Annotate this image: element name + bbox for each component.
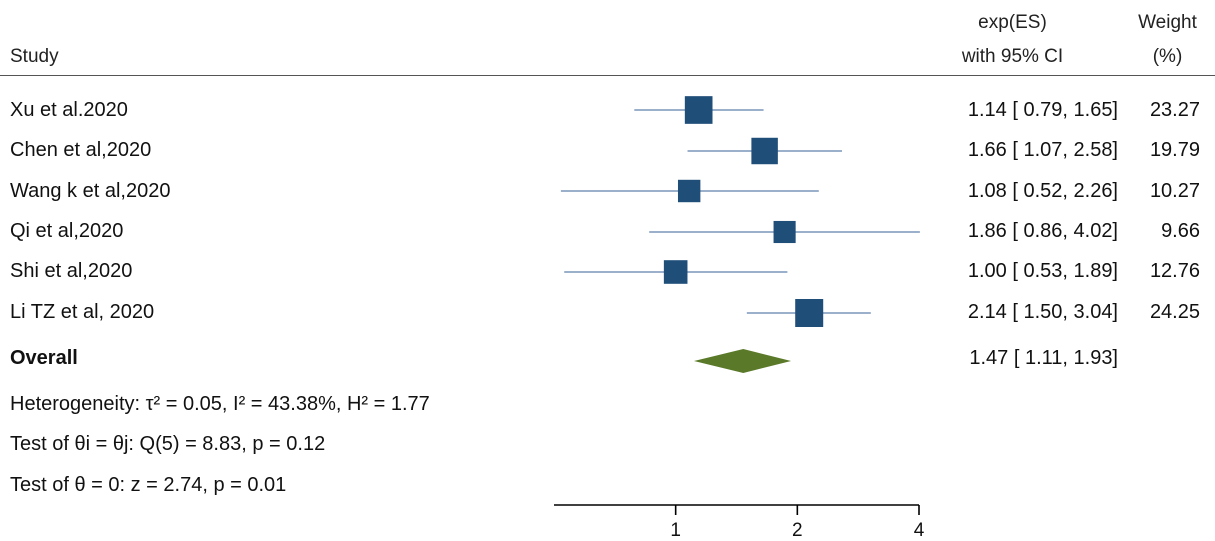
- x-tick-label: 2: [792, 520, 803, 541]
- study-column-header: Study: [10, 46, 59, 67]
- study-ci-text: 2.14 [ 1.50, 3.04]: [967, 301, 1118, 323]
- weight-column-header-line2: (%): [1152, 46, 1183, 67]
- study-weight: 19.79: [1149, 139, 1200, 161]
- study-weight: 12.76: [1149, 260, 1200, 282]
- overall-ci-text: 1.47 [ 1.11, 1.93]: [969, 347, 1118, 369]
- overall-label: Overall: [10, 347, 78, 369]
- study-ci-text: 1.08 [ 0.52, 2.26]: [967, 180, 1118, 202]
- study-label: Shi et al,2020: [10, 260, 133, 282]
- study-weight: 23.27: [1149, 99, 1200, 121]
- study-ci-text: 1.00 [ 0.53, 1.89]: [967, 260, 1118, 282]
- x-tick-label: 4: [914, 520, 925, 541]
- heterogeneity-note: Heterogeneity: τ² = 0.05, I² = 43.38%, H…: [10, 393, 430, 415]
- study-label: Wang k et al,2020: [10, 180, 171, 202]
- overall-diamond: [693, 349, 792, 373]
- estimate-box: [684, 96, 713, 124]
- study-label: Xu et al.2020: [10, 99, 128, 121]
- study-label: Qi et al,2020: [10, 220, 124, 242]
- effect-column-header-line1: exp(ES): [978, 12, 1047, 33]
- header-divider: [0, 75, 1215, 76]
- study-ci-text: 1.86 [ 0.86, 4.02]: [967, 220, 1118, 242]
- estimate-box: [773, 220, 796, 244]
- effect-column-header-line2: with 95% CI: [961, 46, 1064, 67]
- estimate-box: [751, 137, 778, 165]
- study-weight: 10.27: [1149, 180, 1200, 202]
- study-ci-text: 1.14 [ 0.79, 1.65]: [967, 99, 1118, 121]
- x-tick-label: 1: [670, 520, 681, 541]
- study-weight: 9.66: [1161, 220, 1200, 242]
- study-label: Chen et al,2020: [10, 139, 152, 161]
- estimate-box: [677, 179, 701, 203]
- study-ci-text: 1.66 [ 1.07, 2.58]: [967, 139, 1118, 161]
- zero-test-note: Test of θ = 0: z = 2.74, p = 0.01: [10, 474, 287, 496]
- group-test-note: Test of θi = θj: Q(5) = 8.83, p = 0.12: [10, 433, 326, 455]
- estimate-box: [663, 260, 688, 284]
- estimate-box: [795, 299, 824, 327]
- study-weight: 24.25: [1149, 301, 1200, 323]
- weight-column-header-line1: Weight: [1138, 12, 1197, 33]
- study-label: Li TZ et al, 2020: [10, 301, 155, 323]
